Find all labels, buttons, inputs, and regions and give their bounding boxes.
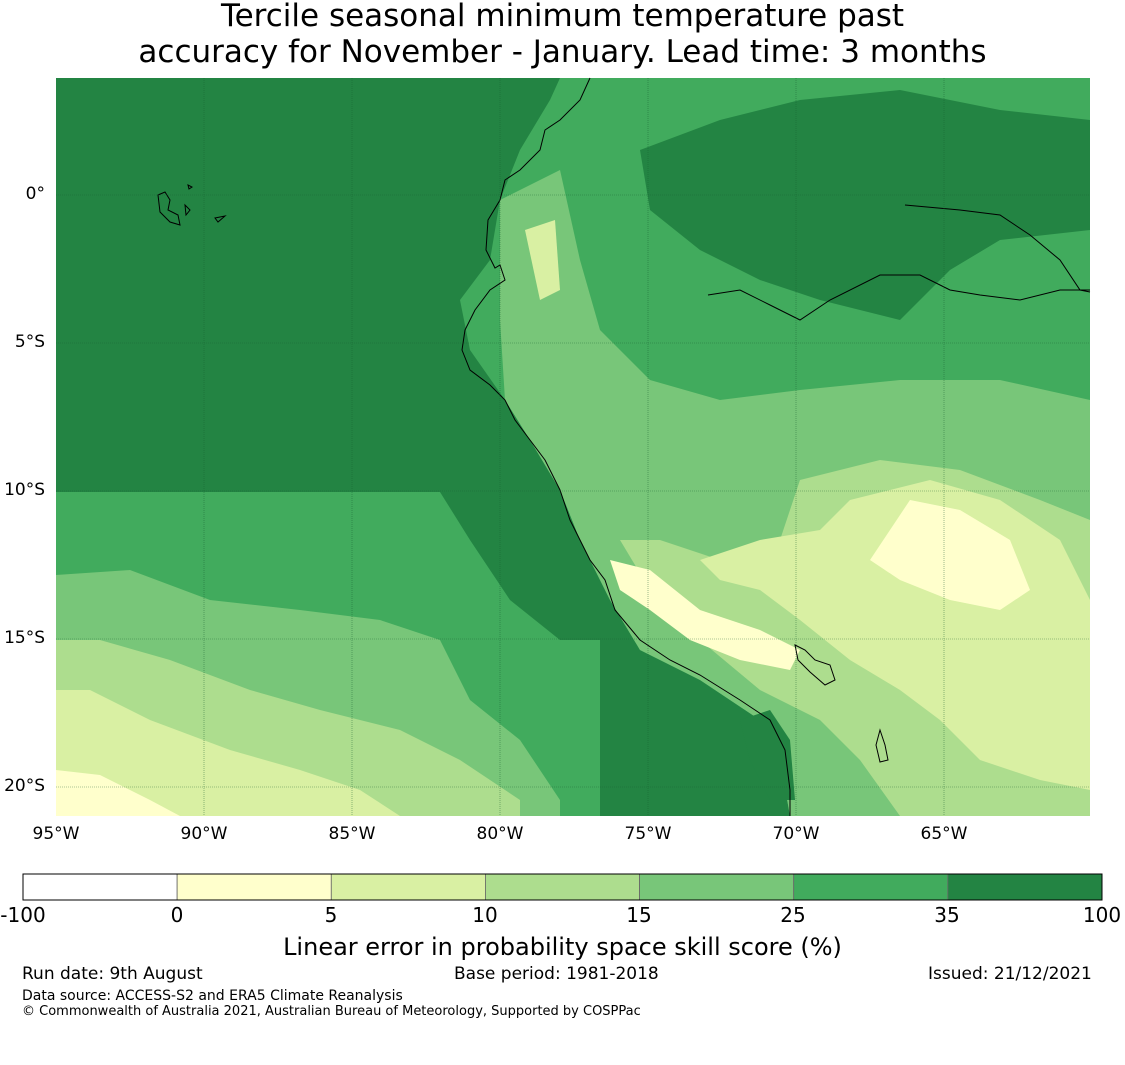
colorbar-tick: -100 — [0, 903, 46, 927]
colorbar-segment — [330, 873, 486, 901]
lat-label-0: 0° — [25, 184, 45, 204]
south-dark-patch — [740, 710, 795, 800]
colorbar-tick: 0 — [170, 903, 184, 927]
colorbar-tick: 35 — [934, 903, 960, 927]
lon-label-75w: 75°W — [624, 824, 672, 844]
colorbar-label: Linear error in probability space skill … — [283, 933, 842, 961]
colorbar-segment — [485, 873, 640, 901]
colorbar-tick: 10 — [472, 903, 498, 927]
colorbar-segment — [22, 873, 178, 901]
lat-label-5s: 5°S — [14, 332, 45, 352]
land-band-15 — [620, 460, 1090, 816]
colorbar-segment — [793, 873, 949, 901]
ocean-band-35 — [56, 492, 600, 816]
lake-poopo — [875, 728, 889, 763]
colorbar-segment — [176, 873, 332, 901]
lake-titicaca — [794, 644, 836, 686]
land-band-5 — [870, 500, 1030, 610]
galapagos-islands — [157, 184, 227, 226]
andes-band-10 — [525, 220, 560, 300]
colorbar-tick: 15 — [626, 903, 652, 927]
colorbar-tick: 25 — [780, 903, 806, 927]
colorbar — [22, 873, 1103, 901]
colorbar-border — [22, 873, 1103, 901]
lon-label-95w: 95°W — [32, 824, 80, 844]
lon-label-65w: 65°W — [920, 824, 968, 844]
colorbar-tick: 5 — [324, 903, 338, 927]
base-period: Base period: 1981-2018 — [454, 964, 659, 984]
ocean-band-15 — [56, 640, 520, 816]
run-date: Run date: 9th August — [22, 964, 203, 984]
land-north-dark — [640, 90, 1090, 320]
data-source: Data source: ACCESS-S2 and ERA5 Climate … — [22, 988, 403, 1004]
andes-band-5 — [610, 560, 800, 670]
chart-title-line2: accuracy for November - January. Lead ti… — [138, 34, 987, 70]
lat-label-20s: 20°S — [4, 776, 45, 796]
land-band-25 — [500, 170, 1090, 816]
ocean-band-5 — [56, 770, 180, 816]
colorbar-segment — [639, 873, 795, 901]
ocean-band-25 — [56, 570, 560, 816]
ocean-band-10 — [56, 690, 400, 816]
land-band-10 — [700, 480, 1090, 790]
lat-label-15s: 15°S — [4, 628, 45, 648]
coastline — [461, 77, 791, 816]
colorbar-tick: 100 — [1082, 903, 1122, 927]
lon-label-85w: 85°W — [328, 824, 376, 844]
lon-label-70w: 70°W — [772, 824, 820, 844]
colorbar-segment — [947, 873, 1103, 901]
lon-label-90w: 90°W — [180, 824, 228, 844]
map-panel — [56, 77, 1091, 816]
gridlines — [56, 78, 1090, 816]
lat-label-10s: 10°S — [4, 480, 45, 500]
lon-label-80w: 80°W — [476, 824, 524, 844]
chart-title-line1: Tercile seasonal minimum temperature pas… — [220, 0, 905, 34]
issued-date: Issued: 21/12/2021 — [928, 964, 1092, 984]
amazon-river — [707, 204, 1091, 321]
map-ocean — [56, 78, 1090, 816]
land-base — [460, 78, 1090, 816]
copyright: © Commonwealth of Australia 2021, Austra… — [22, 1004, 641, 1019]
